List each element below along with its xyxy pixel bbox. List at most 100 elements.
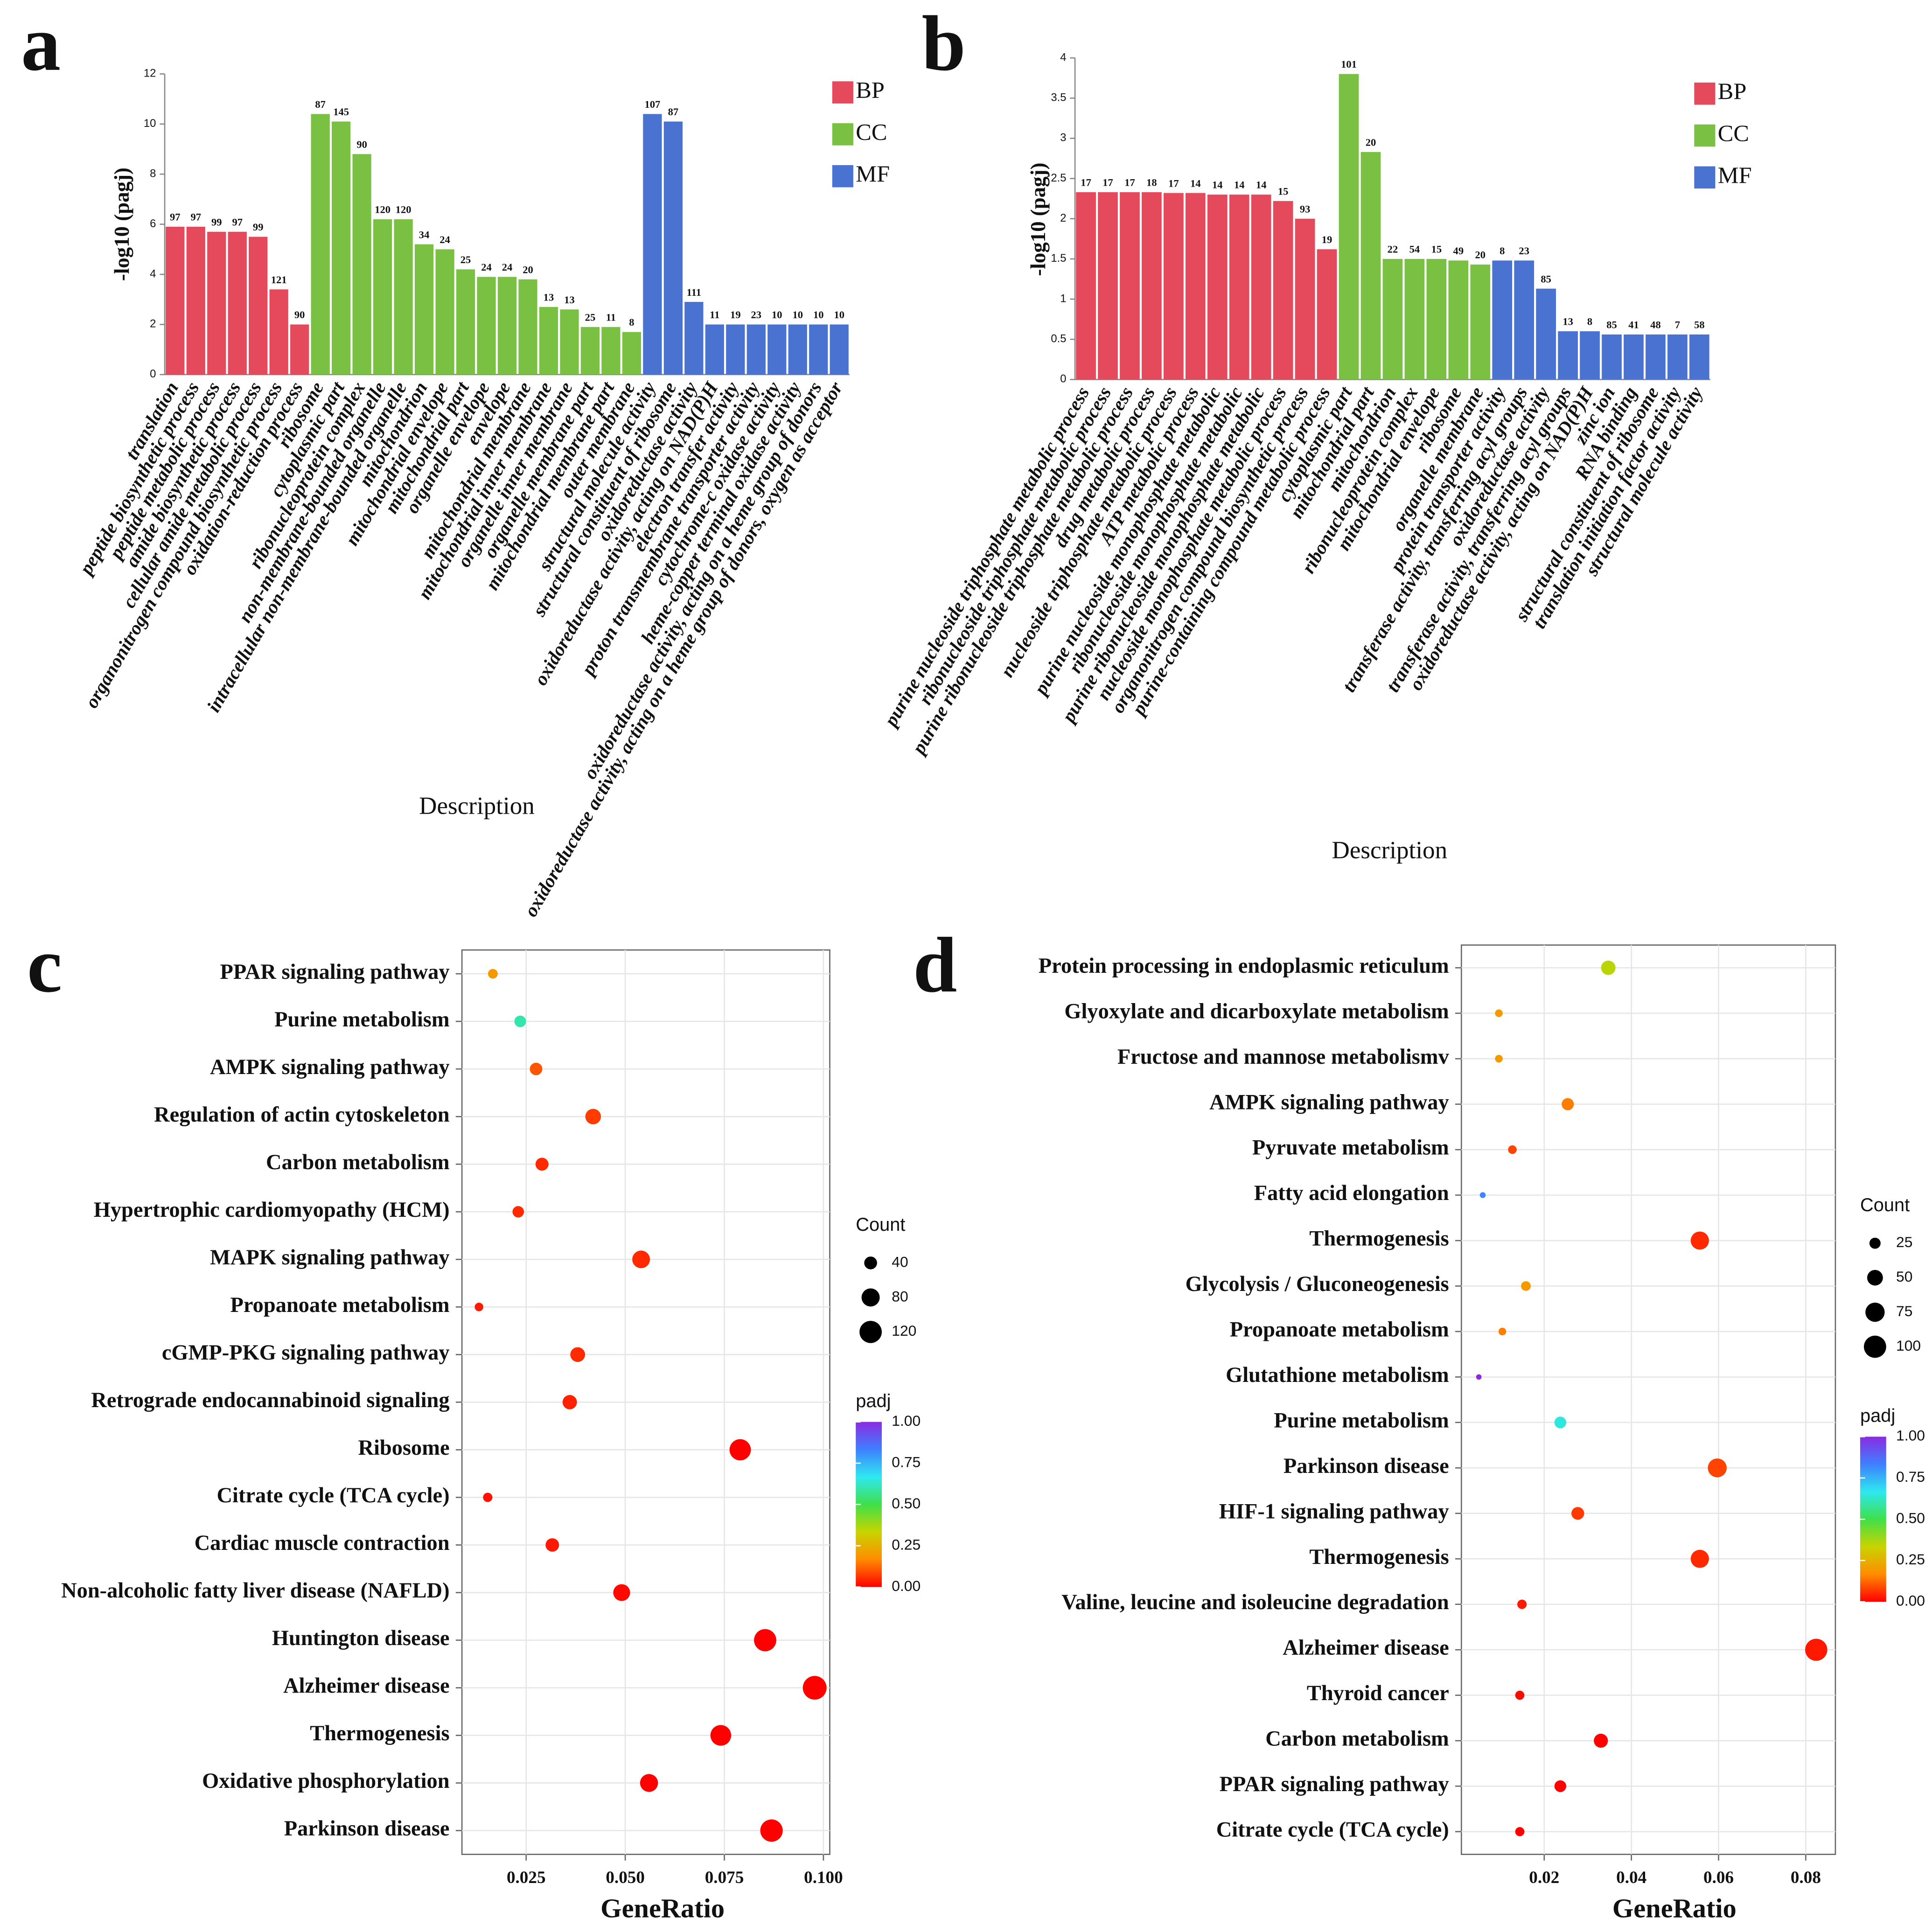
bar xyxy=(1295,218,1315,380)
dot xyxy=(1805,1639,1827,1661)
bar xyxy=(580,327,600,375)
count-label: 58 xyxy=(1694,319,1705,331)
count-label: 101 xyxy=(1341,58,1357,70)
dot xyxy=(1594,1733,1608,1748)
y-tick-label: Purine metabolism xyxy=(274,1008,449,1032)
color-tick-label: 1.00 xyxy=(1896,1427,1925,1444)
count-label: 85 xyxy=(1606,319,1617,331)
size-legend-dot xyxy=(1864,1335,1886,1358)
legend-swatch xyxy=(1694,124,1716,147)
bar xyxy=(622,332,642,375)
count-label: 8 xyxy=(629,316,634,328)
count-label: 11 xyxy=(710,309,719,321)
count-label: 15 xyxy=(1431,244,1442,255)
y-tick-label: Parkinson disease xyxy=(1283,1454,1449,1478)
panel-label: b xyxy=(921,0,965,87)
y-tick-label: Protein processing in endoplasmic reticu… xyxy=(1039,954,1449,978)
y-tick-label: Citrate cycle (TCA cycle) xyxy=(1216,1818,1449,1842)
legend-label: CC xyxy=(856,119,887,145)
bar xyxy=(809,324,828,375)
y-tick-label: Citrate cycle (TCA cycle) xyxy=(217,1484,450,1507)
y-tick-label: HIF-1 signaling pathway xyxy=(1219,1500,1449,1523)
x-axis-label: GeneRatio xyxy=(1612,1893,1737,1924)
count-label: 10 xyxy=(772,309,782,321)
count-label: 90 xyxy=(294,309,305,321)
x-tick-label: 0.04 xyxy=(1616,1868,1646,1887)
y-tick-label: Pyruvate metabolism xyxy=(1252,1136,1449,1160)
y-tick-label: 8 xyxy=(150,167,156,180)
size-legend-dot xyxy=(859,1321,882,1343)
dot xyxy=(1498,1327,1507,1336)
bar xyxy=(435,249,454,375)
bar xyxy=(1098,192,1118,380)
bar xyxy=(1317,249,1337,380)
size-legend-title: Count xyxy=(1860,1195,1910,1215)
color-tick-label: 0.50 xyxy=(892,1495,921,1512)
dot xyxy=(1521,1281,1531,1291)
x-axis-label: GeneRatio xyxy=(600,1893,725,1924)
bar xyxy=(414,244,434,375)
count-label: 14 xyxy=(1256,179,1267,191)
count-label: 93 xyxy=(1300,203,1311,215)
bar xyxy=(560,309,579,375)
y-tick-label: PPAR signaling pathway xyxy=(220,960,450,984)
bar xyxy=(1667,334,1688,380)
bar xyxy=(643,114,662,375)
color-legend-title: padj xyxy=(1860,1406,1895,1426)
count-label: 111 xyxy=(687,286,701,298)
color-tick-label: 0.00 xyxy=(892,1577,921,1594)
count-label: 97 xyxy=(232,216,243,228)
count-label: 11 xyxy=(606,312,616,323)
size-legend-label: 75 xyxy=(1896,1303,1912,1319)
count-label: 99 xyxy=(211,216,222,228)
bar xyxy=(746,324,766,375)
count-label: 15 xyxy=(1278,186,1289,197)
count-label: 121 xyxy=(271,274,287,286)
y-tick-label: Cardiac muscle contraction xyxy=(195,1531,450,1555)
count-label: 19 xyxy=(1322,234,1332,245)
y-axis-label: -log10 (pagj) xyxy=(1026,163,1050,276)
legend-swatch xyxy=(832,123,853,146)
count-label: 17 xyxy=(1102,177,1113,188)
count-label: 24 xyxy=(439,234,450,245)
bar xyxy=(186,227,205,375)
count-label: 10 xyxy=(813,309,824,321)
dot xyxy=(1571,1507,1584,1520)
bar xyxy=(1120,192,1140,380)
count-label: 10 xyxy=(792,309,803,321)
x-tick-label: 0.025 xyxy=(507,1868,546,1887)
y-tick-label: Glyoxylate and dicarboxylate metabolism xyxy=(1064,999,1449,1023)
bar xyxy=(269,289,288,375)
y-tick-label: 0 xyxy=(150,368,156,380)
bar xyxy=(1426,258,1447,380)
bar xyxy=(601,327,621,375)
size-legend-label: 80 xyxy=(892,1288,908,1304)
bar xyxy=(1448,260,1469,380)
bar xyxy=(456,269,475,375)
dot xyxy=(710,1725,732,1746)
legend-label: CC xyxy=(1718,120,1749,146)
size-legend-label: 25 xyxy=(1896,1234,1912,1250)
color-tick-label: 0.50 xyxy=(1896,1510,1925,1527)
bar xyxy=(1404,258,1425,380)
y-tick-label: Parkinson disease xyxy=(284,1817,450,1841)
bar xyxy=(394,219,413,375)
dot xyxy=(545,1538,559,1552)
y-tick-label: 0.5 xyxy=(1051,333,1066,345)
bar xyxy=(1558,331,1578,380)
size-legend-label: 50 xyxy=(1896,1268,1912,1285)
count-label: 41 xyxy=(1628,319,1639,331)
bar xyxy=(477,277,496,375)
y-tick-label: Propanoate metabolism xyxy=(230,1293,450,1317)
y-tick-label: Ribosome xyxy=(358,1436,449,1460)
y-tick-label: Hypertrophic cardiomyopathy (HCM) xyxy=(94,1198,450,1222)
count-label: 8 xyxy=(1500,245,1505,257)
size-legend-dot xyxy=(864,1256,877,1269)
y-tick-label: AMPK signaling pathway xyxy=(210,1055,450,1079)
dot xyxy=(562,1395,577,1409)
bar xyxy=(705,324,724,375)
bar xyxy=(1382,258,1403,380)
count-label: 17 xyxy=(1124,177,1135,188)
